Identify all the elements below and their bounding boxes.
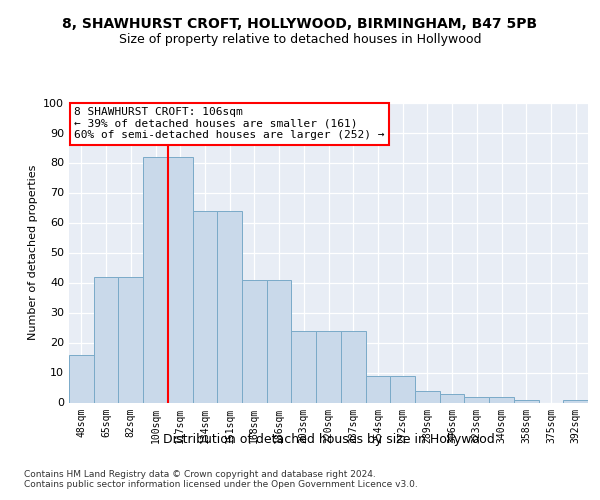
Text: Distribution of detached houses by size in Hollywood: Distribution of detached houses by size … xyxy=(163,432,494,446)
Text: 8 SHAWHURST CROFT: 106sqm
← 39% of detached houses are smaller (161)
60% of semi: 8 SHAWHURST CROFT: 106sqm ← 39% of detac… xyxy=(74,107,385,140)
Bar xyxy=(489,396,514,402)
Bar xyxy=(365,376,390,402)
Bar xyxy=(316,330,341,402)
Text: Contains public sector information licensed under the Open Government Licence v3: Contains public sector information licen… xyxy=(24,480,418,489)
Bar xyxy=(168,156,193,402)
Bar xyxy=(341,330,365,402)
Bar xyxy=(94,276,118,402)
Bar xyxy=(217,210,242,402)
Bar xyxy=(143,156,168,402)
Bar xyxy=(193,210,217,402)
Bar xyxy=(415,390,440,402)
Bar xyxy=(563,400,588,402)
Bar xyxy=(390,376,415,402)
Bar xyxy=(464,396,489,402)
Text: 8, SHAWHURST CROFT, HOLLYWOOD, BIRMINGHAM, B47 5PB: 8, SHAWHURST CROFT, HOLLYWOOD, BIRMINGHA… xyxy=(62,18,538,32)
Text: Contains HM Land Registry data © Crown copyright and database right 2024.: Contains HM Land Registry data © Crown c… xyxy=(24,470,376,479)
Bar xyxy=(440,394,464,402)
Bar xyxy=(242,280,267,402)
Y-axis label: Number of detached properties: Number of detached properties xyxy=(28,165,38,340)
Text: Size of property relative to detached houses in Hollywood: Size of property relative to detached ho… xyxy=(119,32,481,46)
Bar xyxy=(267,280,292,402)
Bar xyxy=(118,276,143,402)
Bar xyxy=(69,354,94,403)
Bar xyxy=(292,330,316,402)
Bar xyxy=(514,400,539,402)
